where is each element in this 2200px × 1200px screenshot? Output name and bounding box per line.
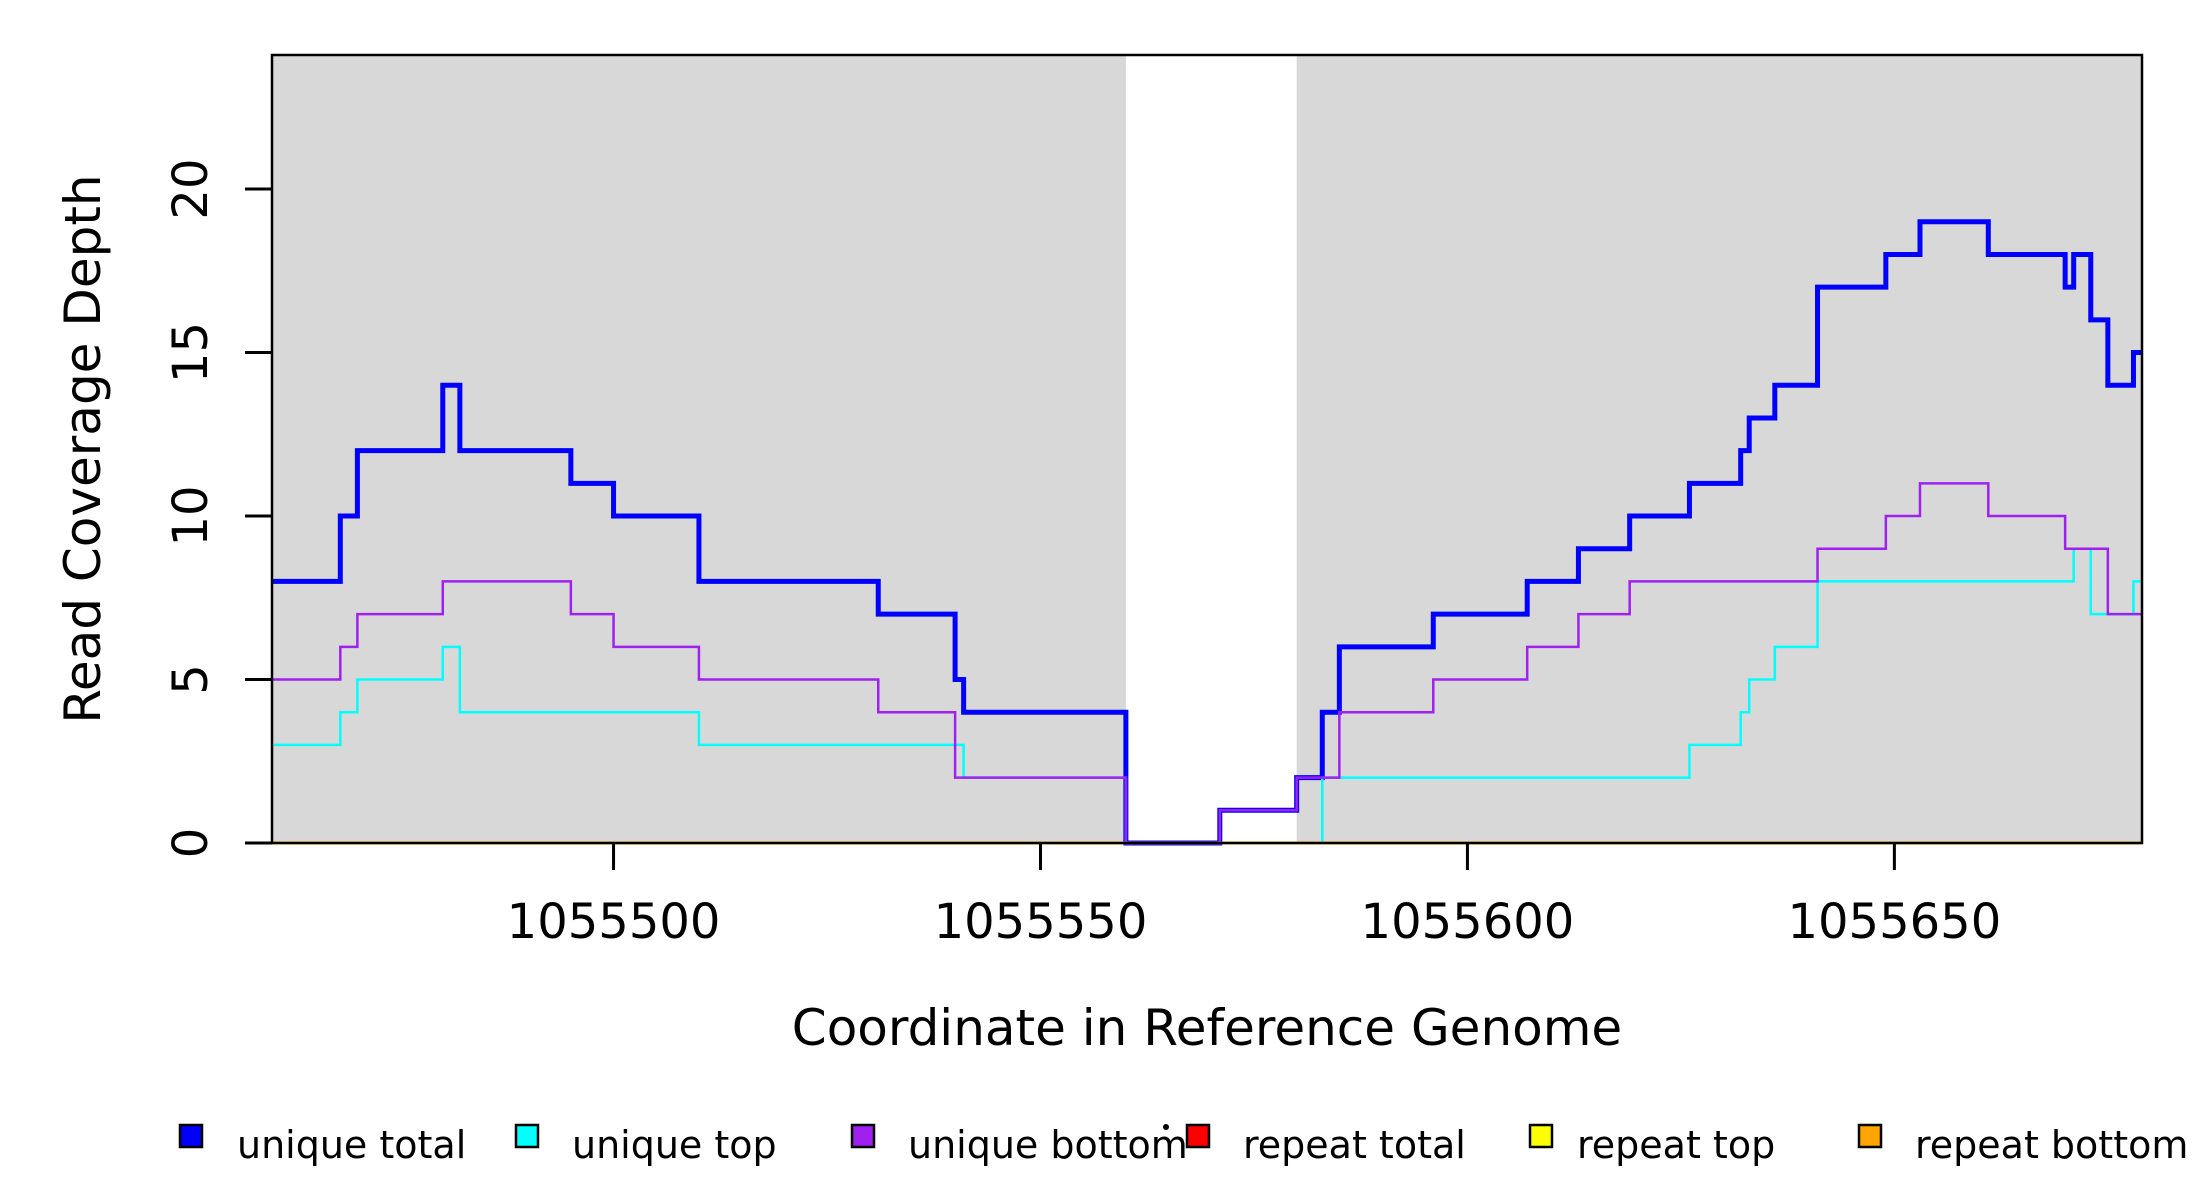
gray-region-right (1296, 55, 2142, 843)
series-unique-top (272, 547, 2142, 845)
legend-swatch-unique-total (178, 1123, 204, 1149)
y-axis-title: Read Coverage Depth (54, 174, 112, 723)
y-tick-label: 0 (163, 828, 219, 859)
series-unique-total (272, 219, 2142, 846)
legend-item-repeat-bottom: repeat bottom (1857, 1123, 2188, 1167)
legend-label: repeat top (1577, 1123, 1775, 1167)
legend-swatch-unique-top (514, 1123, 540, 1149)
legend-item-repeat-top: repeat top (1528, 1123, 1775, 1167)
legend-label: repeat bottom (1915, 1123, 2188, 1167)
y-tick-label: 5 (163, 664, 219, 695)
legend-item-repeat-total: repeat total (1185, 1123, 1466, 1167)
y-tick-label: 10 (163, 485, 219, 546)
plot-border (270, 53, 2144, 845)
legend-label: unique top (572, 1123, 777, 1167)
legend-label: unique total (237, 1123, 466, 1167)
legend-item-unique-top: unique top (514, 1123, 777, 1167)
x-axis-title: Coordinate in Reference Genome (792, 999, 1622, 1057)
legend-item-unique-bottom: unique bottom (850, 1123, 1188, 1167)
x-tick-label: 1055650 (1787, 894, 2001, 950)
x-tick-label: 1055550 (934, 894, 1148, 950)
y-tick-label: 20 (163, 159, 219, 220)
y-tick-label: 15 (163, 322, 219, 383)
series-unique-bottom (272, 482, 2142, 845)
legend-swatch-unique-bottom (850, 1123, 876, 1149)
plot-frame-layer (270, 53, 2144, 845)
legend-item-unique-total: unique total (178, 1123, 466, 1167)
stray-point-marker (1163, 1124, 1169, 1130)
legend-label: repeat total (1243, 1123, 1466, 1167)
legend-swatch-repeat-bottom (1857, 1123, 1883, 1149)
legend-label: unique bottom (908, 1123, 1188, 1167)
x-tick-label: 1055500 (507, 894, 721, 950)
legend-swatch-repeat-total (1185, 1123, 1211, 1149)
x-tick-label: 1055600 (1361, 894, 1575, 950)
legend-layer: unique total unique top unique bottom repea… (178, 1123, 2188, 1167)
legend-swatch-repeat-top (1528, 1123, 1554, 1149)
shaded-regions-layer (272, 55, 2142, 843)
axis-ticks-layer: 1055500 1055550 1055600 1055650 0 5 10 15 20 (163, 159, 2001, 950)
